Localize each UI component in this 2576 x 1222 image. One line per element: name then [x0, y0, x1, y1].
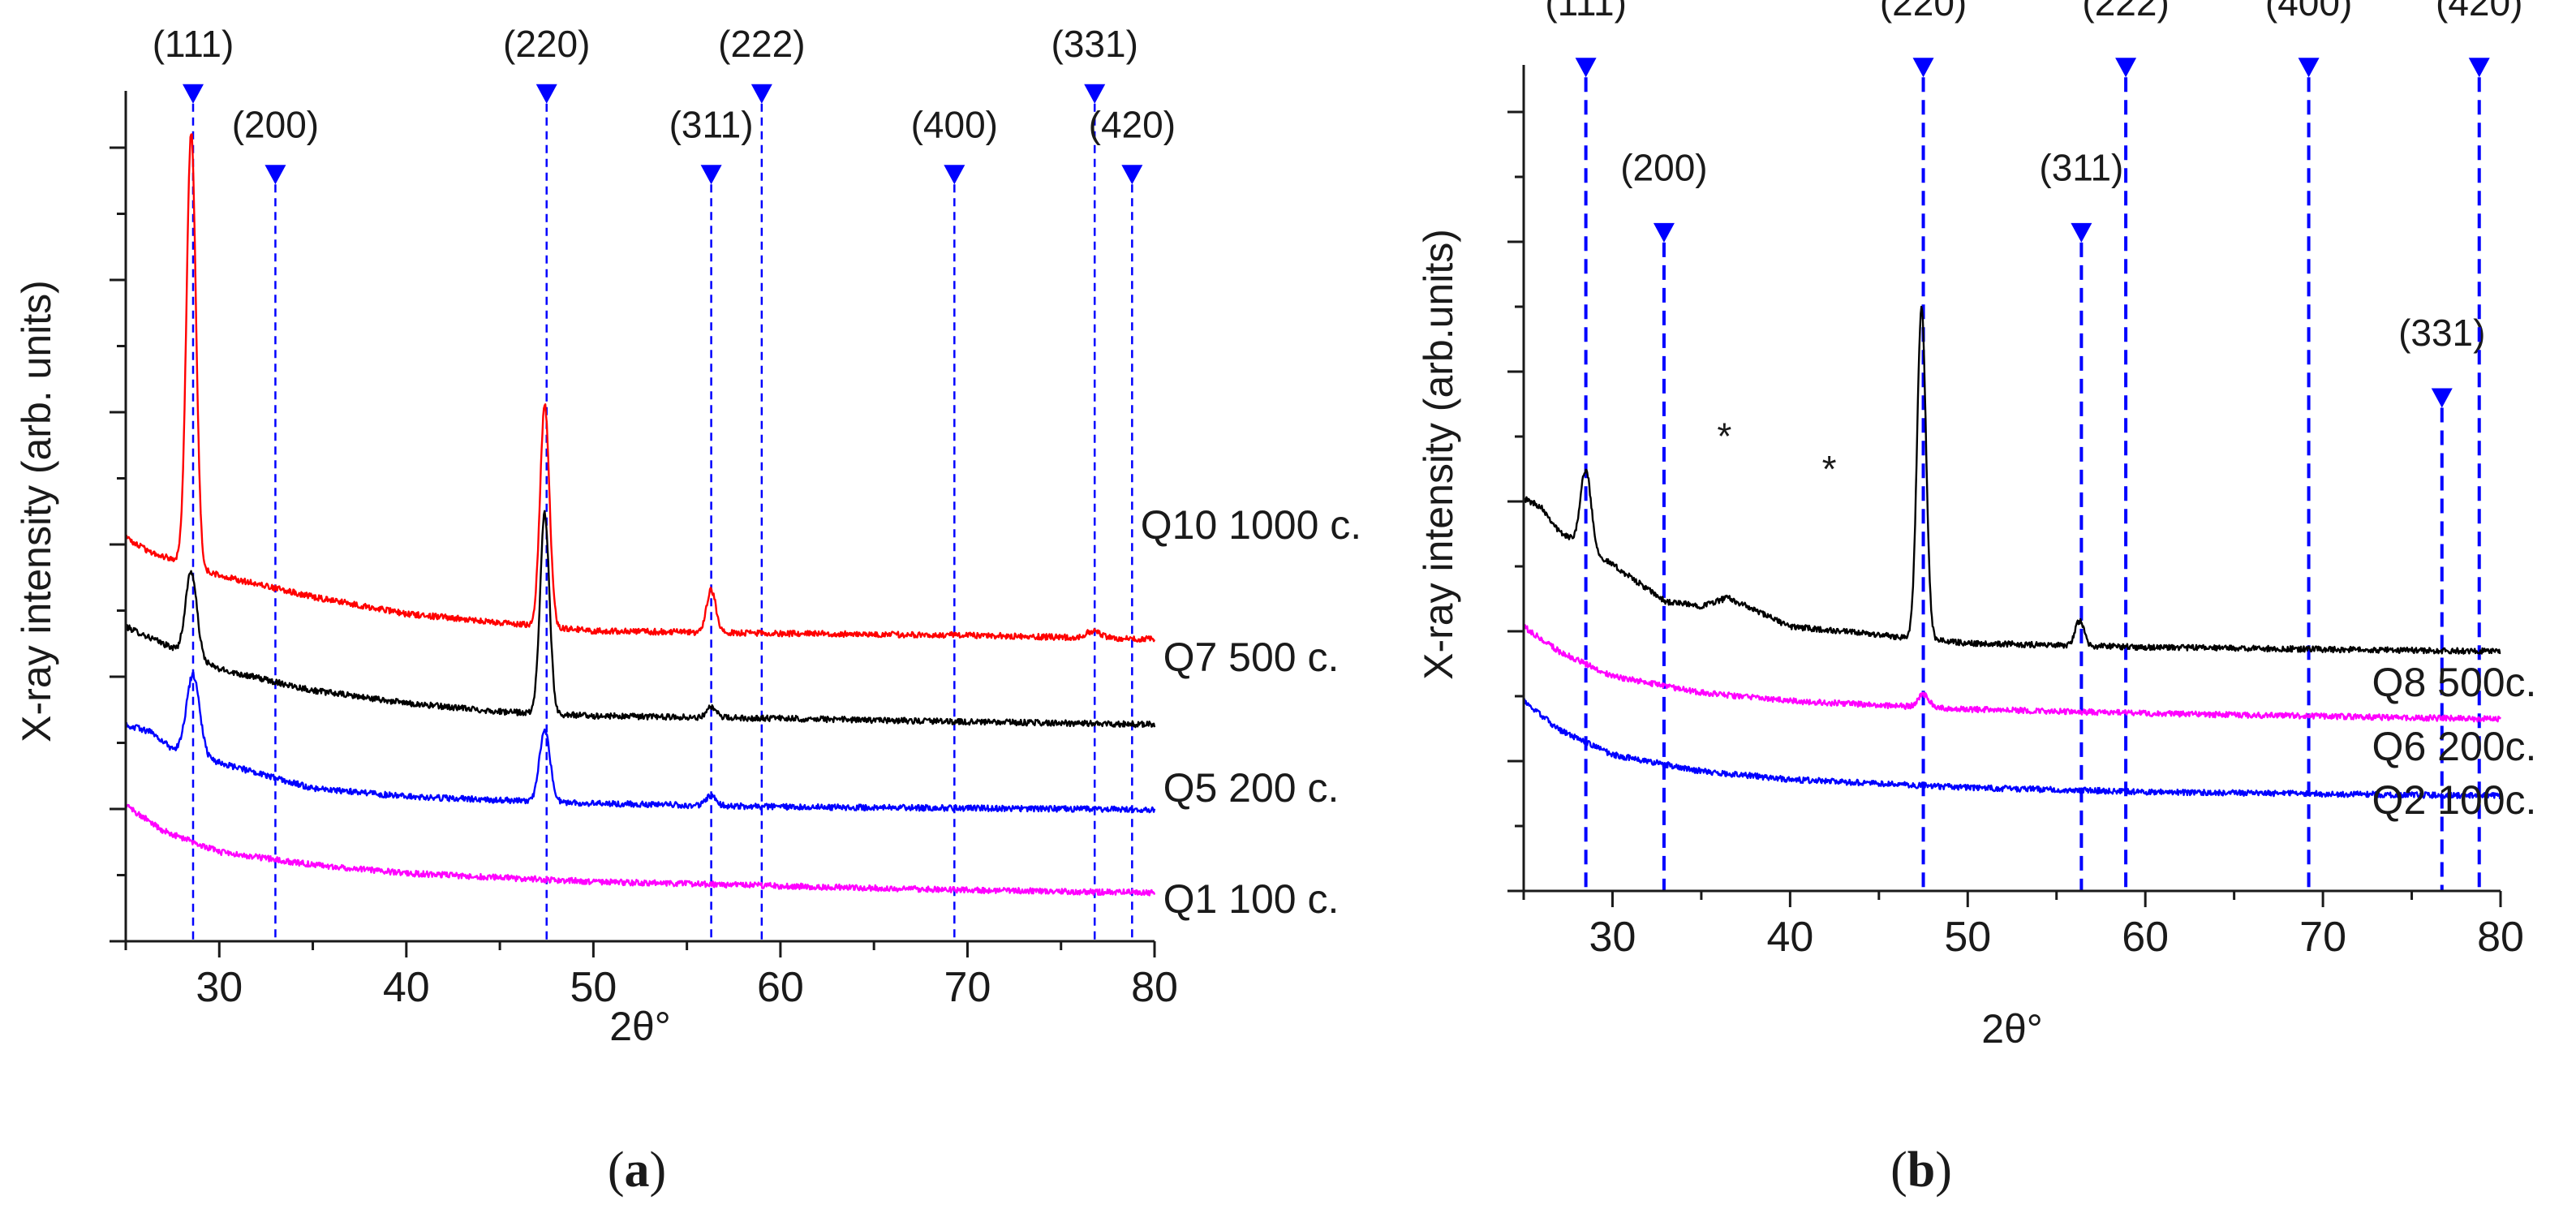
series-label: Q2 100c.	[2372, 777, 2537, 823]
annotation-asterisk: *	[1822, 448, 1837, 490]
y-axis-title: X-ray intensity (arb. units)	[14, 280, 59, 742]
reference-label: (400)	[2265, 0, 2352, 24]
reference-label: (400)	[911, 104, 998, 146]
series-line	[124, 510, 1156, 729]
panel-b-caption: (b)	[1890, 1142, 1952, 1198]
x-tick-label: 50	[1944, 914, 1991, 961]
series-label: Q8 500c.	[2372, 660, 2537, 705]
reference-label: (220)	[503, 23, 590, 65]
series-line	[1522, 698, 2502, 800]
reference-label: (220)	[1880, 0, 1967, 24]
panel-a-caption: (a)	[608, 1142, 666, 1198]
x-tick-label: 30	[1589, 914, 1636, 961]
series-label: Q10 1000 c.	[1141, 502, 1361, 548]
x-tick-label: 50	[570, 964, 617, 1011]
reference-marker-icon	[2468, 58, 2490, 78]
reference-label: (200)	[232, 104, 319, 146]
x-axis-title: 2θ°	[609, 1004, 671, 1049]
panel-a-chart: (111) (200) (220) (311) (222) (400) (331) (420)…	[14, 23, 1361, 1049]
reference-marker-icon	[1084, 84, 1106, 104]
reference-label: (111)	[1545, 0, 1627, 24]
reference-marker-icon	[1653, 222, 1675, 243]
x-tick-label: 60	[757, 964, 804, 1011]
series-label: Q7 500 c.	[1163, 635, 1340, 680]
series-label: Q6 200c.	[2372, 724, 2537, 769]
reference-marker-icon	[700, 165, 722, 185]
reference-marker-icon	[2115, 58, 2137, 78]
x-tick-label: 70	[2299, 914, 2346, 961]
reference-label: (420)	[2436, 0, 2522, 24]
x-tick-label: 60	[2122, 914, 2169, 961]
annotation-asterisk: *	[1717, 415, 1731, 457]
x-tick-label: 80	[2477, 914, 2524, 961]
reference-marker-icon	[750, 84, 772, 104]
reference-marker-icon	[182, 84, 204, 104]
series-label: Q1 100 c.	[1163, 876, 1340, 922]
reference-marker-icon	[535, 84, 557, 104]
x-tick-label: 30	[196, 964, 243, 1011]
x-axis-title: 2θ°	[1981, 1006, 2043, 1052]
series-line	[1522, 624, 2501, 723]
x-tick-label: 40	[1766, 914, 1813, 961]
series-line	[125, 133, 1156, 643]
reference-label: (200)	[1620, 147, 1707, 189]
x-tick-label: 40	[383, 964, 430, 1011]
series-line	[125, 671, 1156, 814]
reference-marker-icon	[2431, 388, 2453, 408]
reference-marker-icon	[264, 165, 286, 185]
reference-label: (311)	[2039, 147, 2123, 189]
reference-marker-icon	[1121, 165, 1143, 185]
reference-label: (311)	[669, 104, 754, 146]
x-tick-label: 70	[944, 964, 991, 1011]
reference-marker-icon	[1575, 58, 1597, 78]
reference-label: (331)	[2398, 312, 2485, 354]
reference-marker-icon	[2298, 58, 2320, 78]
series-line	[124, 803, 1156, 897]
reference-label: (222)	[2082, 0, 2169, 24]
reference-marker-icon	[2071, 222, 2092, 243]
y-axis-title: X-ray intensity (arb.units)	[1416, 229, 1461, 680]
reference-label: (420)	[1089, 104, 1176, 146]
reference-label: (222)	[718, 23, 805, 65]
reference-marker-icon	[1912, 58, 1934, 78]
reference-label: (331)	[1051, 23, 1138, 65]
reference-label: (111)	[153, 23, 234, 65]
panel-b-chart: (111) (200) (220) (311) (222) (400) (331) (420)…	[1416, 0, 2536, 1052]
series-label: Q5 200 c.	[1163, 765, 1340, 811]
series-line	[1523, 305, 2501, 655]
x-tick-label: 80	[1131, 964, 1178, 1011]
reference-marker-icon	[944, 165, 965, 185]
